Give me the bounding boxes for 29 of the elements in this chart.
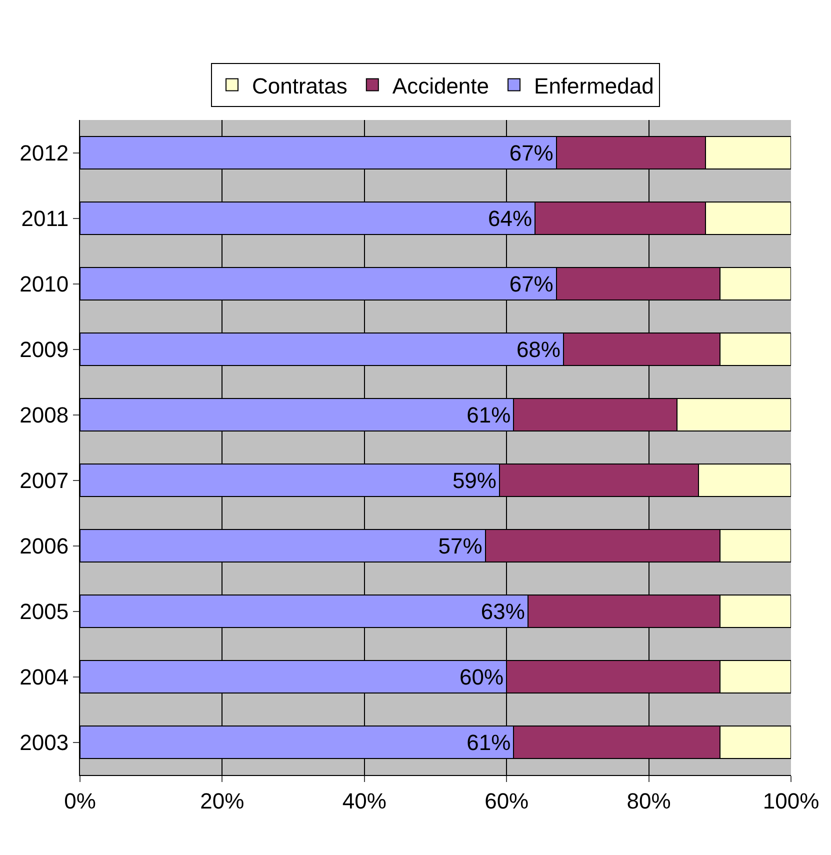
- legend-label: Enfermedad: [534, 73, 654, 98]
- data-label: 57%: [438, 533, 482, 558]
- x-tick-label: 40%: [342, 788, 386, 814]
- legend-label: Contratas: [252, 73, 348, 98]
- y-tick-label: 2004: [20, 664, 69, 690]
- data-label: 63%: [480, 598, 525, 624]
- data-label: 67%: [509, 271, 554, 296]
- data-label: 61%: [466, 730, 511, 755]
- x-tick-label: 20%: [200, 788, 244, 814]
- y-tick-label: 2003: [20, 730, 69, 755]
- data-label: 67%: [509, 140, 554, 166]
- y-tick-label: 2005: [20, 598, 69, 624]
- x-tick-label: 100%: [762, 788, 820, 814]
- data-label: 59%: [452, 468, 496, 493]
- y-tick-label: 2010: [20, 271, 69, 296]
- x-tick-label: 60%: [484, 788, 529, 814]
- x-tick-label: 0%: [64, 788, 96, 814]
- data-label: 60%: [460, 664, 504, 690]
- y-tick-label: 2007: [20, 468, 69, 493]
- y-tick-label: 2012: [20, 140, 69, 166]
- data-label: 64%: [488, 206, 532, 231]
- y-tick-label: 2008: [20, 402, 69, 428]
- data-label: 68%: [516, 336, 560, 362]
- y-tick-label: 2006: [20, 533, 69, 558]
- x-tick-label: 80%: [626, 788, 671, 814]
- data-label: 61%: [466, 402, 511, 428]
- y-tick-label: 2011: [21, 206, 69, 231]
- legend-label: Accidente: [392, 73, 490, 98]
- y-tick-label: 2009: [20, 336, 69, 362]
